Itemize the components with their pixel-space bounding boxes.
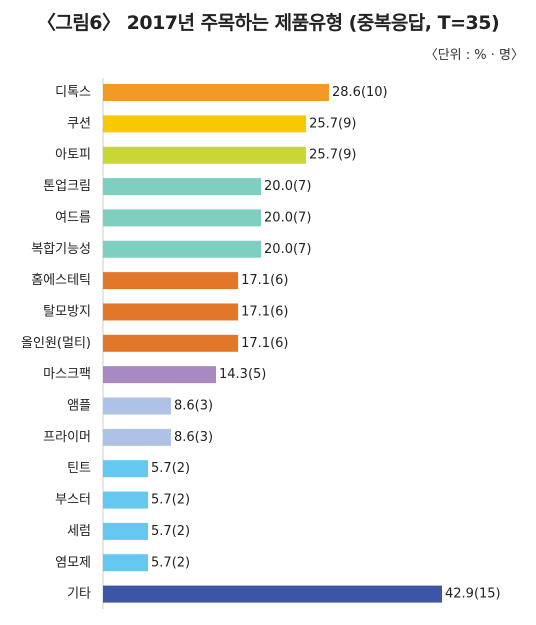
bar: [103, 460, 149, 478]
category-label: 마스크팩: [43, 367, 91, 382]
bar: [103, 585, 442, 603]
data-label: 8.6(3): [174, 399, 213, 414]
bar: [103, 522, 149, 540]
bar: [103, 366, 216, 384]
data-label: 14.3(5): [219, 367, 266, 382]
chart-title: 〈그림6〉 2017년 주목하는 제품유형 (중복응답, T=35): [36, 12, 500, 34]
data-label: 5.7(2): [151, 493, 190, 508]
category-label: 세럼: [67, 524, 91, 539]
category-label: 복합기능성: [31, 242, 91, 257]
category-label: 쿠션: [67, 116, 91, 131]
data-label: 17.1(6): [241, 273, 288, 288]
category-label: 올인원(멀티): [21, 336, 91, 351]
data-label: 17.1(6): [241, 304, 288, 319]
category-label: 앰플: [67, 399, 91, 414]
category-label: 틴트: [67, 461, 91, 476]
bar: [103, 334, 239, 352]
category-label: 홈에스테틱: [31, 273, 91, 288]
category-label: 아토피: [55, 148, 91, 163]
bar: [103, 146, 307, 164]
data-label: 25.7(9): [309, 116, 356, 131]
data-label: 20.0(7): [264, 242, 311, 257]
category-label: 톤업크림: [43, 179, 91, 194]
bar: [103, 397, 171, 415]
bar: [103, 554, 149, 572]
data-label: 20.0(7): [264, 210, 311, 225]
data-label: 28.6(10): [332, 85, 388, 100]
data-label: 17.1(6): [241, 336, 288, 351]
data-label: 5.7(2): [151, 524, 190, 539]
bar: [103, 115, 307, 133]
category-label: 여드름: [55, 210, 91, 225]
unit-note: 〈단위 : % · 명〉: [424, 48, 524, 63]
bar: [103, 491, 149, 509]
bar: [103, 428, 171, 446]
data-label: 5.7(2): [151, 461, 190, 476]
bar: [103, 84, 329, 101]
data-label: 5.7(2): [151, 555, 190, 570]
bar: [103, 272, 239, 290]
category-label: 프라이머: [43, 430, 91, 445]
category-label: 기타: [67, 587, 91, 602]
data-label: 25.7(9): [309, 148, 356, 163]
data-label: 8.6(3): [174, 430, 213, 445]
category-label: 염모제: [55, 555, 91, 570]
category-label: 부스터: [55, 493, 91, 508]
bar: [103, 303, 239, 321]
category-label: 디톡스: [55, 85, 91, 100]
bar: [103, 209, 262, 227]
data-label: 42.9(15): [445, 587, 501, 602]
bar: [103, 178, 262, 196]
data-label: 20.0(7): [264, 179, 311, 194]
category-label: 탈모방지: [43, 304, 91, 319]
bar: [103, 240, 262, 258]
